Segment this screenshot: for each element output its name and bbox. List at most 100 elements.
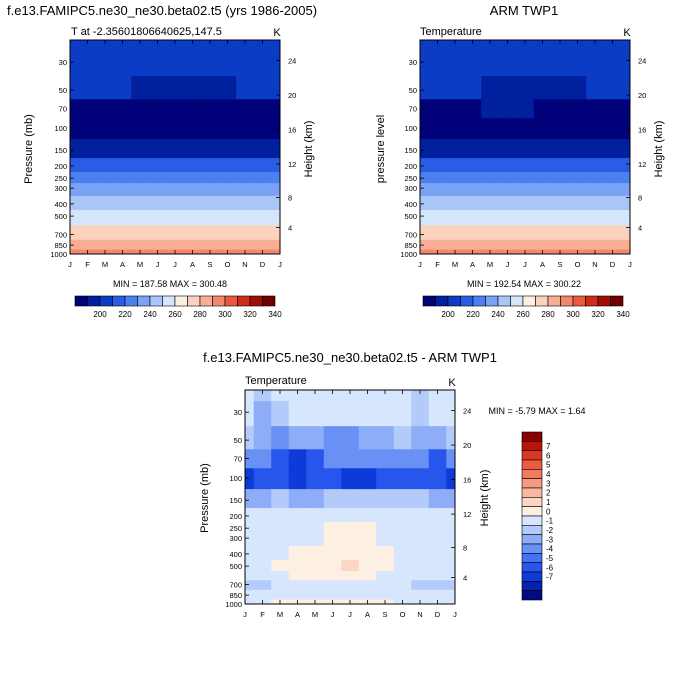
month-tick-label: J (173, 260, 177, 269)
month-tick-label: N (592, 260, 597, 269)
heat-cell (245, 390, 255, 402)
heat-cell (271, 209, 281, 226)
heat-cell (446, 559, 456, 572)
heat-cell (428, 589, 447, 601)
heat-cell (376, 449, 395, 469)
heat-cell (568, 239, 587, 251)
colorbar-swatch (460, 295, 474, 307)
heat-cell (420, 118, 430, 140)
month-tick-label: F (260, 610, 265, 619)
heat-cell (70, 158, 80, 173)
height-tick-label: 4 (288, 224, 292, 233)
colorbar-swatch (521, 450, 543, 461)
heat-cell (533, 158, 552, 173)
heat-cell (446, 401, 456, 427)
heat-cell (376, 468, 395, 490)
heat-cell (236, 158, 255, 173)
heat-cell (341, 571, 360, 581)
heat-cell (306, 426, 325, 450)
heat-cell (393, 508, 412, 523)
colorbar-label: 300 (218, 310, 232, 319)
colorbar-swatch (521, 553, 543, 563)
heat-cell (306, 580, 325, 591)
heat-cell (166, 139, 185, 159)
heat-cell (245, 468, 255, 490)
panel-obs-units: K (623, 27, 631, 39)
heat-cell (568, 225, 587, 241)
heat-cell (271, 580, 290, 591)
heat-cell (393, 468, 412, 490)
heat-cell (253, 172, 272, 184)
heat-cell (113, 118, 132, 140)
heat-cell (446, 99, 465, 119)
heat-cell (428, 401, 447, 427)
heat-cell (446, 589, 456, 601)
heat-cell (253, 99, 272, 119)
pressure-tick-label: 200 (404, 162, 417, 171)
heat-cell (131, 40, 150, 52)
heat-cell (113, 172, 132, 184)
heat-cell (428, 239, 447, 251)
heat-cell (271, 449, 290, 469)
panel-obs-ylabel: pressure level (375, 115, 387, 183)
heat-cell (621, 209, 631, 226)
colorbar-swatch (212, 295, 226, 307)
heat-cell (420, 158, 430, 173)
heat-cell (411, 468, 430, 490)
pressure-tick-label: 700 (229, 580, 242, 589)
panel-obs-minmax: MIN = 192.54 MAX = 300.22 (467, 279, 581, 289)
pressure-tick-label: 200 (54, 162, 67, 171)
heat-cell (533, 99, 552, 119)
colorbar-swatch (521, 581, 543, 591)
heat-cell (131, 118, 150, 140)
panel-model-minmax: MIN = 187.58 MAX = 300.48 (113, 279, 227, 289)
heat-cell (568, 76, 587, 100)
heat-cell (323, 522, 342, 534)
heat-cell (393, 546, 412, 561)
heat-cell (498, 183, 517, 197)
heat-cell (551, 239, 570, 251)
heat-cell (428, 571, 447, 581)
colorbar-swatch (597, 295, 611, 307)
heat-cell (70, 76, 80, 100)
heat-cell (341, 533, 360, 547)
heat-cell (253, 533, 272, 547)
heat-cell (271, 172, 281, 184)
heat-cell (376, 571, 395, 581)
heat-cell (533, 239, 552, 251)
heat-cell (96, 76, 115, 100)
heat-cell (411, 580, 430, 591)
heat-cell (358, 522, 377, 534)
heat-cell (96, 99, 115, 119)
heat-cell (288, 426, 307, 450)
colorbar-swatch (521, 469, 543, 479)
heat-cell (323, 401, 342, 427)
heat-cell (358, 589, 377, 601)
heat-cell (463, 51, 482, 77)
heat-cell (428, 225, 447, 241)
heat-cell (201, 158, 220, 173)
heat-cell (271, 76, 281, 100)
heat-cell (533, 76, 552, 100)
heat-cell (463, 239, 482, 251)
heat-cell (323, 489, 342, 509)
heat-cell (218, 158, 237, 173)
colorbar-swatch (199, 295, 213, 307)
pressure-tick-label: 70 (234, 455, 242, 464)
heat-cell (78, 158, 97, 173)
heat-cell (78, 40, 97, 52)
heat-cell (551, 51, 570, 77)
heat-cell (446, 239, 465, 251)
heat-cell (245, 533, 255, 547)
heat-cell (96, 172, 115, 184)
heat-cell (70, 239, 80, 251)
heat-cell (446, 390, 456, 402)
heat-cell (603, 118, 622, 140)
heat-cell (376, 546, 395, 561)
heat-cell (131, 172, 150, 184)
heat-cell (253, 183, 272, 197)
colorbar-swatch (521, 562, 543, 573)
heat-cell (498, 51, 517, 77)
heat-cell (586, 209, 605, 226)
heat-cell (498, 239, 517, 251)
